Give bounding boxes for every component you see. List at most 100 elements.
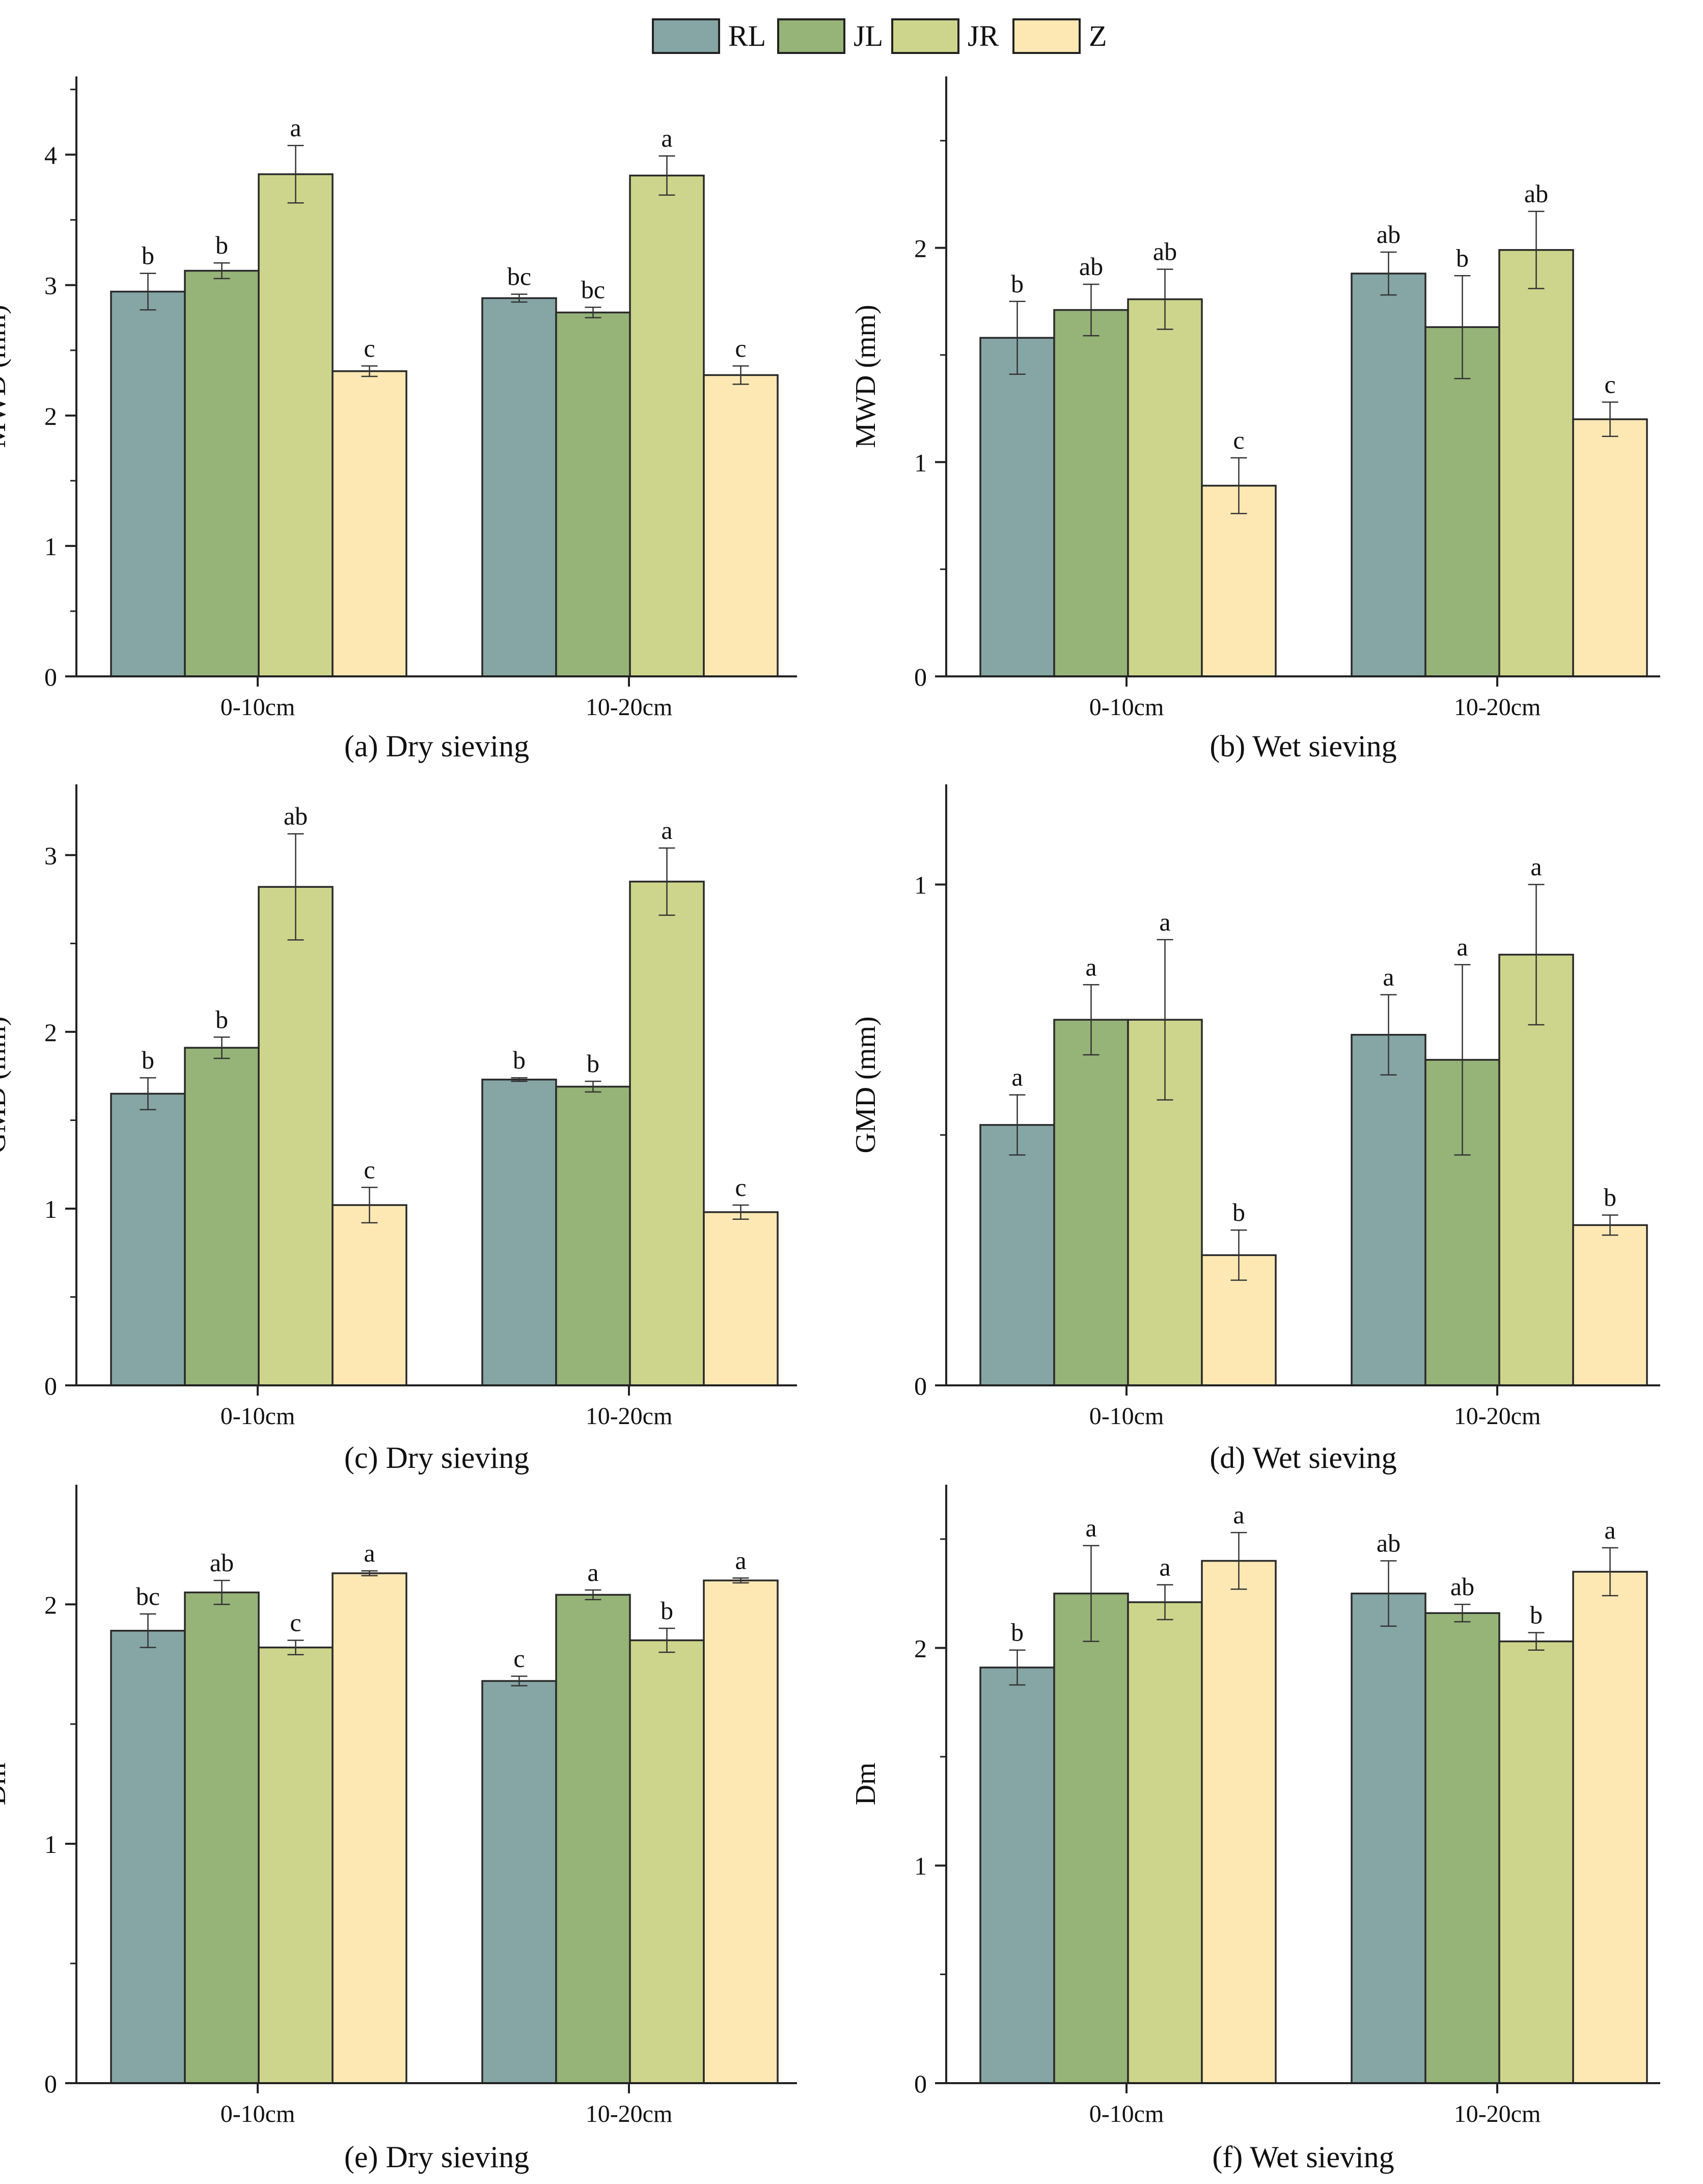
- significance-letter: c: [735, 1173, 746, 1202]
- chart-panel-a: 0 1 2 3 4 MWD (mm) b b a c 0-10cm bc bc a c 10-20cm (a) …: [0, 76, 797, 763]
- significance-letter: a: [1011, 1063, 1023, 1091]
- panel-caption: (d) Wet sieving: [1210, 1441, 1396, 1475]
- x-tick-label: 10-20cm: [1454, 2100, 1541, 2127]
- panel-caption: (e) Dry sieving: [344, 2140, 529, 2174]
- bar-jl: [1053, 1592, 1129, 2084]
- significance-letter: c: [513, 1644, 525, 1673]
- significance-letter: ab: [284, 802, 308, 830]
- bar-z: [703, 374, 779, 677]
- bar-jr: [1127, 298, 1203, 677]
- x-tick-label: 10-20cm: [586, 1403, 673, 1430]
- significance-letter: a: [1233, 1500, 1244, 1529]
- legend-label-jl: JL: [854, 19, 883, 52]
- significance-letter: ab: [1524, 179, 1548, 208]
- significance-letter: c: [290, 1608, 301, 1637]
- bar-jr: [258, 173, 334, 677]
- legend-label-z: Z: [1089, 19, 1107, 52]
- y-tick-label: 0: [914, 2069, 927, 2098]
- x-tick-label: 0-10cm: [221, 694, 295, 721]
- bar-jr: [629, 881, 705, 1386]
- bar-jr: [258, 1646, 334, 2084]
- significance-letter: a: [587, 1558, 598, 1587]
- y-tick-label: 1: [44, 532, 57, 561]
- significance-letter: a: [661, 816, 672, 844]
- significance-letter: c: [1604, 370, 1615, 398]
- legend-swatch-z: [1012, 18, 1081, 54]
- y-tick-label: 0: [44, 663, 57, 691]
- significance-letter: b: [142, 241, 154, 270]
- significance-letter: ab: [1377, 1529, 1400, 1558]
- bar-rl: [979, 1667, 1055, 2084]
- legend-label-jr: JR: [968, 19, 999, 52]
- y-tick-label: 0: [44, 1372, 57, 1400]
- significance-letter: a: [1530, 853, 1542, 881]
- y-tick-label: 2: [914, 234, 927, 263]
- y-tick-label: 3: [44, 271, 57, 300]
- significance-letter: b: [1530, 1601, 1543, 1629]
- y-tick-label: 1: [914, 448, 927, 477]
- legend-item-jr: JR: [891, 18, 999, 54]
- significance-letter: c: [1233, 426, 1244, 454]
- x-tick-label: 0-10cm: [1089, 694, 1164, 721]
- x-tick-label: 0-10cm: [221, 1403, 295, 1430]
- bar-jl: [555, 1594, 631, 2084]
- y-tick-label: 0: [914, 1372, 927, 1400]
- bar-rl: [110, 1093, 186, 1386]
- significance-letter: bc: [136, 1582, 160, 1610]
- y-tick-label: 1: [44, 1195, 57, 1223]
- bar-rl: [481, 1078, 557, 1386]
- bar-jl: [1053, 309, 1129, 677]
- bar-jl: [555, 311, 631, 677]
- chart-panel-d: 0 1 GMD (mm) a a a b 0-10cm a a a b 10-20cm (d) Wet s…: [850, 784, 1660, 1475]
- x-tick-label: 0-10cm: [1089, 2100, 1164, 2127]
- bar-z: [332, 1204, 407, 1386]
- bar-jl: [184, 1591, 260, 2084]
- bar-rl: [1351, 1592, 1426, 2084]
- significance-letter: a: [1159, 908, 1170, 936]
- legend-item-rl: RL: [652, 18, 766, 54]
- significance-letter: bc: [507, 262, 531, 291]
- bar-z: [703, 1211, 779, 1386]
- legend-item-z: Z: [1012, 18, 1107, 54]
- bar-rl: [110, 1629, 186, 2084]
- y-tick-label: 0: [914, 663, 927, 691]
- bar-rl: [481, 297, 557, 677]
- chart-panel-c: 0 1 2 3 GMD (mm) b b ab c 0-10cm b b a c 10-20cm (c) Dr…: [0, 784, 797, 1475]
- bar-rl: [979, 1124, 1055, 1386]
- significance-letter: a: [1383, 963, 1394, 991]
- significance-letter: a: [1457, 933, 1468, 961]
- significance-letter: b: [513, 1046, 526, 1074]
- y-tick-label: 2: [44, 1591, 57, 1619]
- y-tick-label: 3: [44, 841, 57, 870]
- panel-caption: (a) Dry sieving: [344, 729, 529, 763]
- significance-letter: b: [1011, 1618, 1024, 1647]
- bar-z: [1572, 1224, 1648, 1386]
- y-axis-label: GMD (mm): [0, 1016, 12, 1153]
- significance-letter: b: [215, 231, 228, 259]
- legend-swatch-jr: [891, 18, 959, 54]
- chart-panel-b: 0 1 2 MWD (mm) b ab ab c 0-10cm ab b ab c 10-20cm (b) …: [850, 76, 1660, 763]
- y-tick-label: 1: [44, 1830, 57, 1859]
- bar-jr: [258, 886, 334, 1386]
- chart-panel-f: 0 1 2 Dm b a a a 0-10cm ab ab b a 10-20cm (f) Wet siev…: [850, 1485, 1660, 2174]
- significance-letter: ab: [210, 1548, 234, 1577]
- y-tick-label: 2: [914, 1634, 927, 1662]
- y-tick-label: 2: [44, 1018, 57, 1047]
- y-axis-label: Dm: [850, 1763, 882, 1806]
- y-axis-label: GMD (mm): [850, 1016, 882, 1153]
- bar-jl: [1053, 1019, 1129, 1386]
- significance-letter: a: [1604, 1516, 1615, 1544]
- significance-letter: b: [1456, 243, 1469, 272]
- panel-caption: (c) Dry sieving: [344, 1441, 529, 1475]
- x-tick-label: 10-20cm: [586, 694, 673, 721]
- significance-letter: bc: [581, 275, 605, 304]
- y-axis-label: Dm: [0, 1763, 12, 1806]
- y-tick-label: 0: [44, 2069, 57, 2098]
- significance-letter: a: [735, 1546, 746, 1574]
- x-tick-label: 10-20cm: [1454, 694, 1541, 721]
- bar-rl: [979, 337, 1055, 677]
- bar-z: [1201, 484, 1277, 677]
- bar-z: [1572, 1571, 1648, 2084]
- significance-letter: a: [1085, 952, 1096, 981]
